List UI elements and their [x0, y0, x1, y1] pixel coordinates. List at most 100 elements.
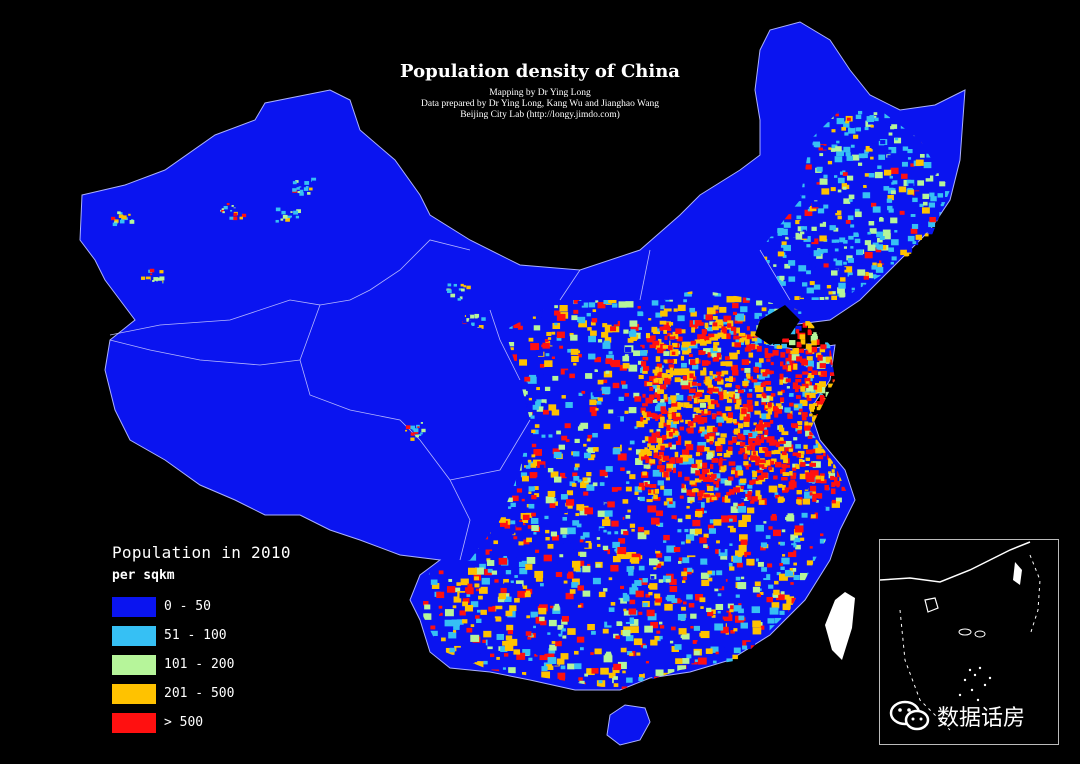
density-patch [550, 531, 558, 537]
density-patch [760, 553, 767, 558]
density-patch [735, 313, 745, 321]
density-patch [417, 426, 420, 429]
density-patch [877, 165, 882, 169]
density-patch [746, 507, 755, 514]
density-patch [717, 375, 721, 382]
density-patch [716, 371, 722, 375]
bohai-sea [755, 305, 800, 345]
density-patch [850, 246, 854, 249]
density-patch [275, 219, 279, 223]
density-patch [784, 675, 790, 680]
density-patch [832, 398, 839, 403]
density-patch [529, 472, 538, 479]
density-patch [819, 153, 824, 157]
density-patch [647, 613, 657, 621]
density-patch [799, 220, 804, 225]
density-patch [816, 455, 824, 460]
density-patch [883, 186, 890, 191]
density-patch [559, 472, 567, 479]
density-patch [647, 443, 651, 448]
density-patch [549, 503, 556, 508]
density-patch [700, 572, 709, 579]
density-patch [781, 463, 787, 469]
density-patch [954, 291, 958, 294]
density-patch [831, 435, 839, 442]
density-patch [729, 376, 734, 382]
density-patch [654, 392, 661, 398]
density-patch [735, 576, 741, 581]
density-patch [928, 305, 935, 311]
density-patch [839, 363, 843, 367]
density-patch [806, 394, 812, 401]
density-patch [888, 132, 893, 136]
density-patch [642, 369, 648, 374]
density-patch [835, 324, 842, 329]
density-patch [835, 425, 840, 429]
density-patch [900, 305, 905, 309]
density-patch [708, 528, 716, 534]
density-patch [847, 230, 854, 236]
density-patch [612, 448, 621, 455]
density-patch [733, 330, 737, 336]
density-patch [800, 462, 806, 467]
density-patch [783, 594, 790, 600]
density-patch [672, 677, 680, 684]
density-patch [608, 351, 613, 355]
density-patch [682, 576, 687, 581]
density-patch [624, 393, 630, 397]
density-patch [539, 583, 544, 587]
density-patch [746, 413, 750, 418]
density-patch [553, 462, 561, 469]
density-patch [672, 358, 678, 364]
density-patch [710, 669, 715, 673]
density-patch [514, 354, 521, 360]
density-patch [652, 700, 659, 706]
density-patch [519, 359, 528, 366]
density-patch [786, 378, 791, 383]
density-patch [466, 627, 473, 633]
density-patch [757, 424, 765, 429]
density-patch [622, 670, 626, 674]
density-patch [692, 348, 697, 352]
density-patch [759, 572, 767, 579]
density-patch [666, 563, 675, 570]
density-patch [453, 596, 462, 603]
density-patch [494, 579, 499, 583]
density-patch [689, 659, 695, 664]
density-patch [810, 514, 816, 519]
density-patch [815, 475, 821, 480]
density-patch [466, 687, 471, 690]
density-patch [821, 639, 830, 646]
density-patch [823, 263, 829, 268]
density-patch [690, 597, 696, 602]
density-patch [678, 692, 684, 697]
density-patch [614, 531, 619, 535]
density-patch [847, 272, 853, 277]
density-patch [629, 587, 639, 595]
density-patch [845, 152, 851, 157]
density-patch [466, 317, 472, 322]
inset-map [879, 541, 1041, 731]
density-patch [778, 446, 785, 452]
density-patch [802, 203, 809, 209]
density-patch [655, 544, 664, 551]
density-patch [723, 393, 730, 400]
legend-row: 201 - 500 [112, 684, 312, 706]
density-patch [420, 432, 423, 435]
density-patch [947, 290, 950, 296]
density-patch [854, 539, 862, 545]
density-patch [821, 417, 829, 422]
density-patch [733, 628, 738, 632]
density-patch [713, 356, 718, 361]
density-patch [500, 646, 508, 653]
density-patch [666, 419, 671, 426]
density-patch [768, 584, 774, 589]
density-patch [559, 677, 566, 683]
density-patch [667, 501, 676, 508]
density-patch [729, 608, 734, 613]
density-patch [774, 617, 782, 624]
density-patch [630, 557, 640, 564]
density-patch [553, 476, 562, 483]
density-patch [799, 454, 804, 458]
density-patch [732, 654, 738, 660]
